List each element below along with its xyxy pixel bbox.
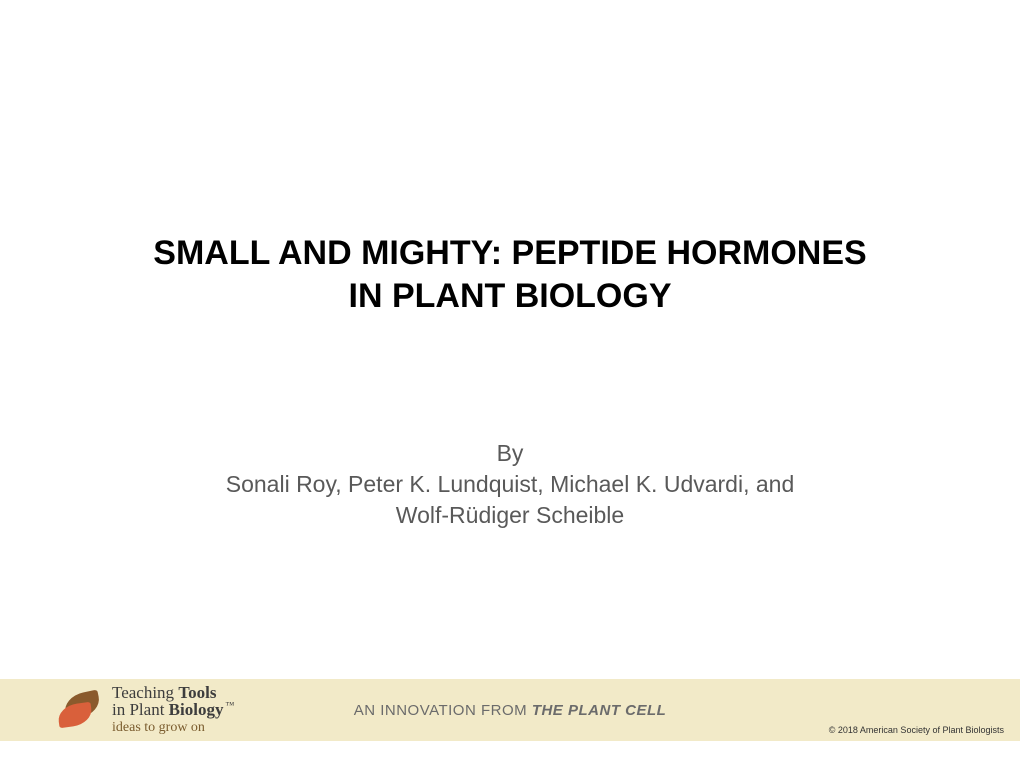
- title-line-1: SMALL AND MIGHTY: PEPTIDE HORMONES: [153, 234, 866, 272]
- logo-line1-plain: Teaching: [112, 683, 178, 702]
- slide-title: SMALL AND MIGHTY: PEPTIDE HORMONES IN PL…: [0, 232, 1020, 317]
- logo-block: Teaching Tools in Plant Biology™ ideas t…: [58, 684, 234, 737]
- byline-block: By Sonali Roy, Peter K. Lundquist, Micha…: [0, 438, 1020, 531]
- logo-tagline: ideas to grow on: [112, 720, 234, 736]
- title-line-2: IN PLANT BIOLOGY: [349, 277, 672, 315]
- logo-line1-bold: Tools: [178, 683, 216, 702]
- strap-pre: AN INNOVATION FROM: [354, 702, 532, 719]
- strap-bold: THE PLANT CELL: [532, 702, 667, 719]
- leaf-front-icon: [57, 702, 94, 729]
- slide: SMALL AND MIGHTY: PEPTIDE HORMONES IN PL…: [0, 0, 1020, 765]
- leaf-icon: [58, 690, 102, 730]
- logo-line2-plain: in Plant: [112, 700, 169, 719]
- logo-tm: ™: [225, 700, 234, 710]
- byline-by: By: [140, 438, 880, 469]
- logo-line-2: in Plant Biology™: [112, 701, 234, 718]
- logo-line2-bold: Biology: [169, 700, 224, 719]
- footer-bar: Teaching Tools in Plant Biology™ ideas t…: [0, 679, 1020, 741]
- footer-inner: Teaching Tools in Plant Biology™ ideas t…: [0, 679, 1020, 741]
- byline-authors-2: Wolf-Rüdiger Scheible: [140, 500, 880, 531]
- logo-text: Teaching Tools in Plant Biology™ ideas t…: [112, 684, 234, 737]
- footer-strapline: AN INNOVATION FROM THE PLANT CELL: [354, 702, 667, 719]
- logo-line-1: Teaching Tools: [112, 684, 234, 701]
- byline-authors-1: Sonali Roy, Peter K. Lundquist, Michael …: [140, 469, 880, 500]
- copyright-text: © 2018 American Society of Plant Biologi…: [829, 725, 1004, 735]
